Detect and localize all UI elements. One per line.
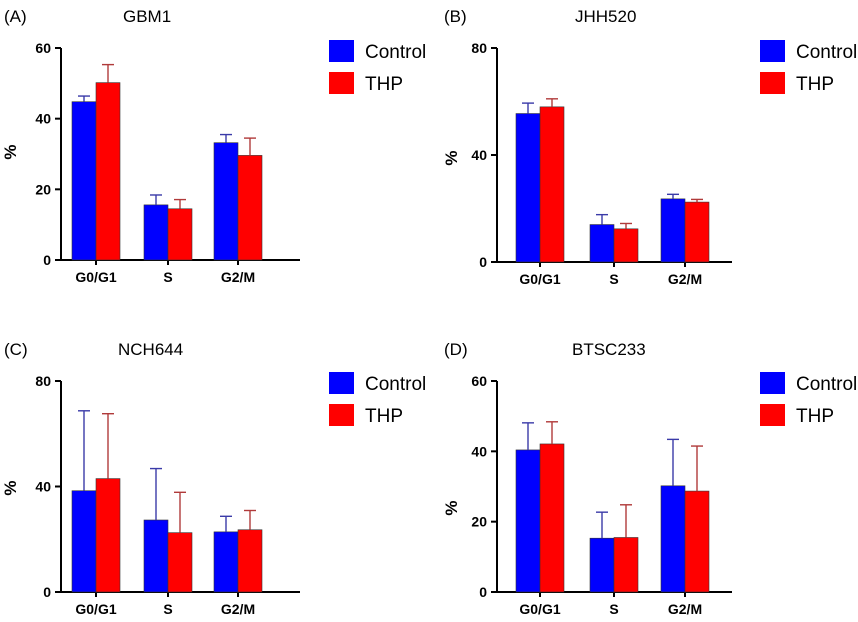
y-axis-label: % [442, 500, 461, 515]
y-tick-label: 40 [35, 111, 51, 127]
bar-control-g0g1 [515, 449, 541, 593]
bar-thp-s [167, 532, 193, 593]
y-tick-label: 0 [43, 584, 51, 600]
y-tick-label: 80 [35, 373, 51, 389]
x-tick-label: S [609, 271, 618, 287]
chart-title: BTSC233 [572, 340, 646, 359]
chart-panel-b: (B) JHH520 0 40 80% G0/G1 S G2/M Control THP [442, 7, 857, 287]
legend-swatch-control [329, 40, 354, 62]
legend-swatch-control [760, 40, 785, 62]
legend-swatch-thp [760, 72, 785, 94]
bar-control-g2m [660, 485, 686, 593]
bar-thp-g0g1 [95, 82, 121, 261]
bar-thp-s [613, 228, 639, 263]
bar-control-g2m [660, 198, 686, 263]
legend-label-thp: THP [365, 406, 403, 427]
x-tick-label: S [163, 269, 172, 285]
bar-control-g2m [213, 531, 239, 593]
legend-label-thp: THP [796, 406, 834, 427]
x-tick-label: G2/M [221, 601, 255, 617]
bar-control-s [143, 519, 169, 593]
chart-panel-d: (D) BTSC233 0 20 40 60% G0/G1 S G2/M Control THP [442, 340, 857, 617]
y-axis-label: % [1, 144, 20, 159]
y-tick-label: 40 [471, 443, 487, 459]
chart-panel-c: (C) NCH644 0 40 80% G0/G1 S G2/M Control THP [1, 340, 426, 617]
x-tick-label: G0/G1 [75, 269, 116, 285]
legend-label-control: Control [796, 374, 857, 395]
bar-thp-g2m [684, 201, 710, 263]
x-tick-label: G0/G1 [75, 601, 116, 617]
bar-control-g0g1 [515, 113, 541, 263]
y-tick-label: 0 [479, 254, 487, 270]
bar-control-g0g1 [71, 101, 97, 261]
legend-swatch-thp [329, 404, 354, 426]
legend-swatch-thp [760, 404, 785, 426]
x-tick-label: G2/M [668, 271, 702, 287]
x-tick-label: G0/G1 [519, 271, 560, 287]
legend-swatch-thp [329, 72, 354, 94]
y-tick-label: 60 [471, 373, 487, 389]
chart-title: GBM1 [123, 7, 171, 26]
chart-panel-a: (A) GBM1 0 20 40 60% G0/G1 S G2/M Control THP [1, 7, 426, 285]
bar-thp-g2m [237, 529, 263, 593]
y-tick-label: 40 [35, 479, 51, 495]
bar-thp-g0g1 [95, 478, 121, 593]
panel-label: (D) [444, 340, 468, 359]
y-tick-label: 0 [43, 252, 51, 268]
legend-label-thp: THP [796, 74, 834, 95]
panel-label: (C) [4, 340, 28, 359]
y-axis-label: % [1, 480, 20, 495]
bar-control-s [589, 537, 615, 593]
y-tick-label: 60 [35, 40, 51, 56]
chart-title: NCH644 [118, 340, 183, 359]
y-tick-label: 80 [471, 40, 487, 56]
x-tick-label: G0/G1 [519, 601, 560, 617]
bar-control-g0g1 [71, 490, 97, 593]
panel-label: (A) [4, 7, 27, 26]
legend-swatch-control [760, 372, 785, 394]
bar-control-s [589, 224, 615, 263]
legend-label-control: Control [365, 374, 426, 395]
bar-thp-g2m [237, 155, 263, 261]
bar-thp-s [613, 537, 639, 593]
x-tick-label: G2/M [221, 269, 255, 285]
y-tick-label: 40 [471, 147, 487, 163]
y-tick-label: 0 [479, 584, 487, 600]
y-tick-label: 20 [35, 181, 51, 197]
bar-thp-g2m [684, 490, 710, 593]
y-tick-label: 20 [471, 514, 487, 530]
legend-label-thp: THP [365, 74, 403, 95]
y-axis-label: % [442, 150, 461, 165]
x-tick-label: S [609, 601, 618, 617]
panel-label: (B) [444, 7, 467, 26]
legend-swatch-control [329, 372, 354, 394]
bar-thp-g0g1 [539, 106, 565, 263]
x-tick-label: G2/M [668, 601, 702, 617]
legend-label-control: Control [365, 42, 426, 63]
bar-control-s [143, 204, 169, 261]
x-tick-label: S [163, 601, 172, 617]
bar-thp-s [167, 208, 193, 261]
legend-label-control: Control [796, 42, 857, 63]
bar-thp-g0g1 [539, 443, 565, 593]
bar-control-g2m [213, 142, 239, 261]
chart-title: JHH520 [575, 7, 636, 26]
